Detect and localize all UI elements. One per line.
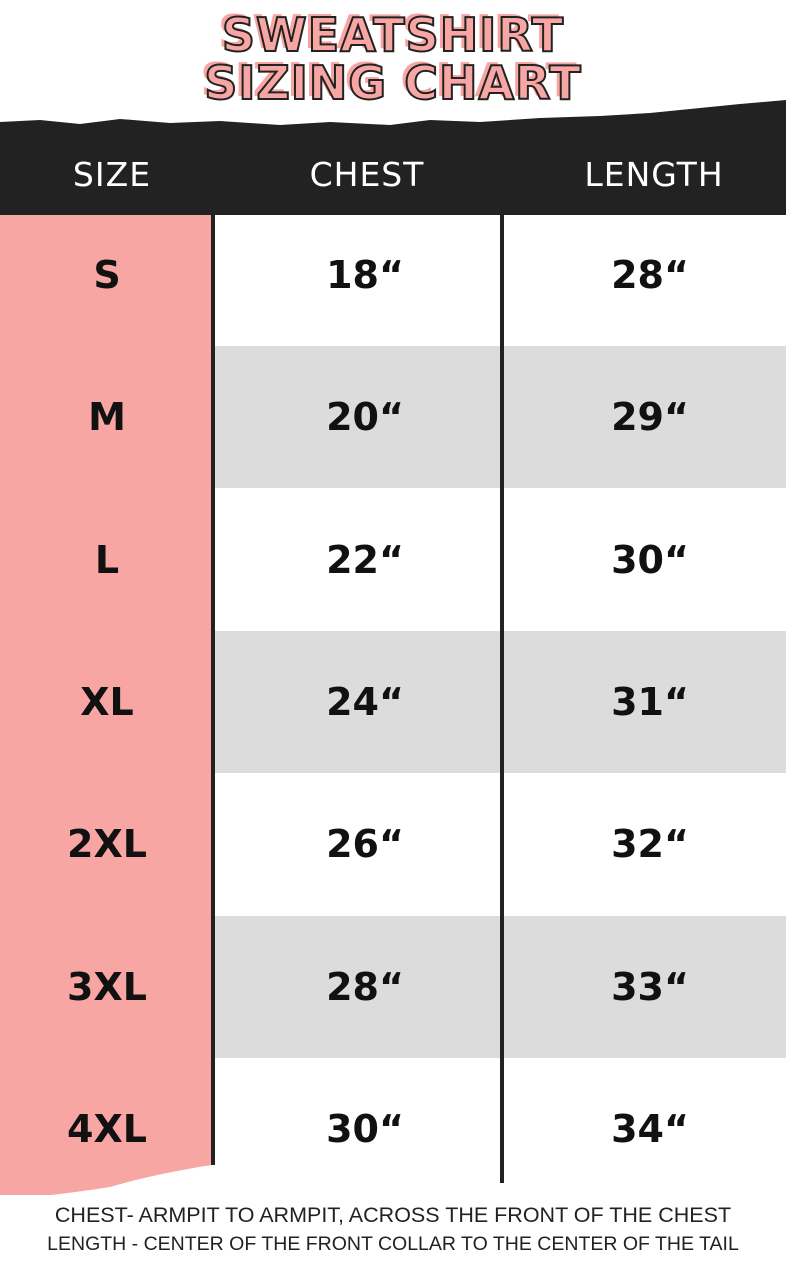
chest-cell: 18“ <box>326 253 404 297</box>
size-cell-wrapper: XL <box>0 631 211 773</box>
size-cell: L <box>94 537 120 582</box>
length-cell: 31“ <box>611 679 689 724</box>
size-cell-wrapper: S <box>0 204 211 346</box>
chest-cell: 22“ <box>326 537 404 582</box>
size-cell-wrapper: 2XL <box>0 773 211 915</box>
chest-cell: 30“ <box>326 1106 404 1151</box>
header-chest: CHEST <box>309 155 425 194</box>
table-row: 22“ 30“ <box>0 489 786 631</box>
column-divider <box>211 215 215 1165</box>
length-cell: 28“ <box>611 253 689 297</box>
chest-cell: 20“ <box>326 395 404 440</box>
header-size: SIZE <box>72 155 152 194</box>
column-divider <box>500 215 504 1183</box>
size-cell-wrapper: L <box>0 489 211 631</box>
size-cell: 2XL <box>67 822 147 867</box>
size-cell: 3XL <box>67 964 147 1009</box>
table-row: 26“ 32“ <box>0 773 786 915</box>
size-cell: XL <box>80 679 134 724</box>
size-cell: 4XL <box>67 1106 147 1151</box>
length-cell: 30“ <box>611 537 689 582</box>
title-line-2: SIZING CHART <box>203 56 582 110</box>
chest-cell: 28“ <box>326 964 404 1009</box>
chest-measurement-note: CHEST- ARMPIT TO ARMPIT, ACROSS THE FRON… <box>54 1203 732 1227</box>
chest-cell: 24“ <box>326 679 404 724</box>
length-cell: 29“ <box>611 395 689 440</box>
chest-cell: 26“ <box>326 822 404 867</box>
table-header <box>0 100 786 215</box>
size-cell-wrapper: 3XL <box>0 916 211 1058</box>
size-cell: M <box>88 395 126 440</box>
size-cell-wrapper: 4XL <box>0 1058 211 1200</box>
size-column-background <box>0 215 211 1195</box>
size-cell-wrapper: M <box>0 346 211 488</box>
length-measurement-note: LENGTH - CENTER OF THE FRONT COLLAR TO T… <box>47 1233 739 1255</box>
torn-header-band <box>0 100 786 215</box>
table-row: 30“ 34“ <box>0 1058 786 1200</box>
length-cell: 32“ <box>611 822 689 867</box>
title-line-1: SWEATSHIRT <box>221 8 565 62</box>
table-row: 18“ 28“ <box>0 204 786 346</box>
length-cell: 34“ <box>611 1106 689 1151</box>
size-cell: S <box>93 253 121 297</box>
length-cell: 33“ <box>611 964 689 1009</box>
header-length: LENGTH <box>584 155 724 194</box>
